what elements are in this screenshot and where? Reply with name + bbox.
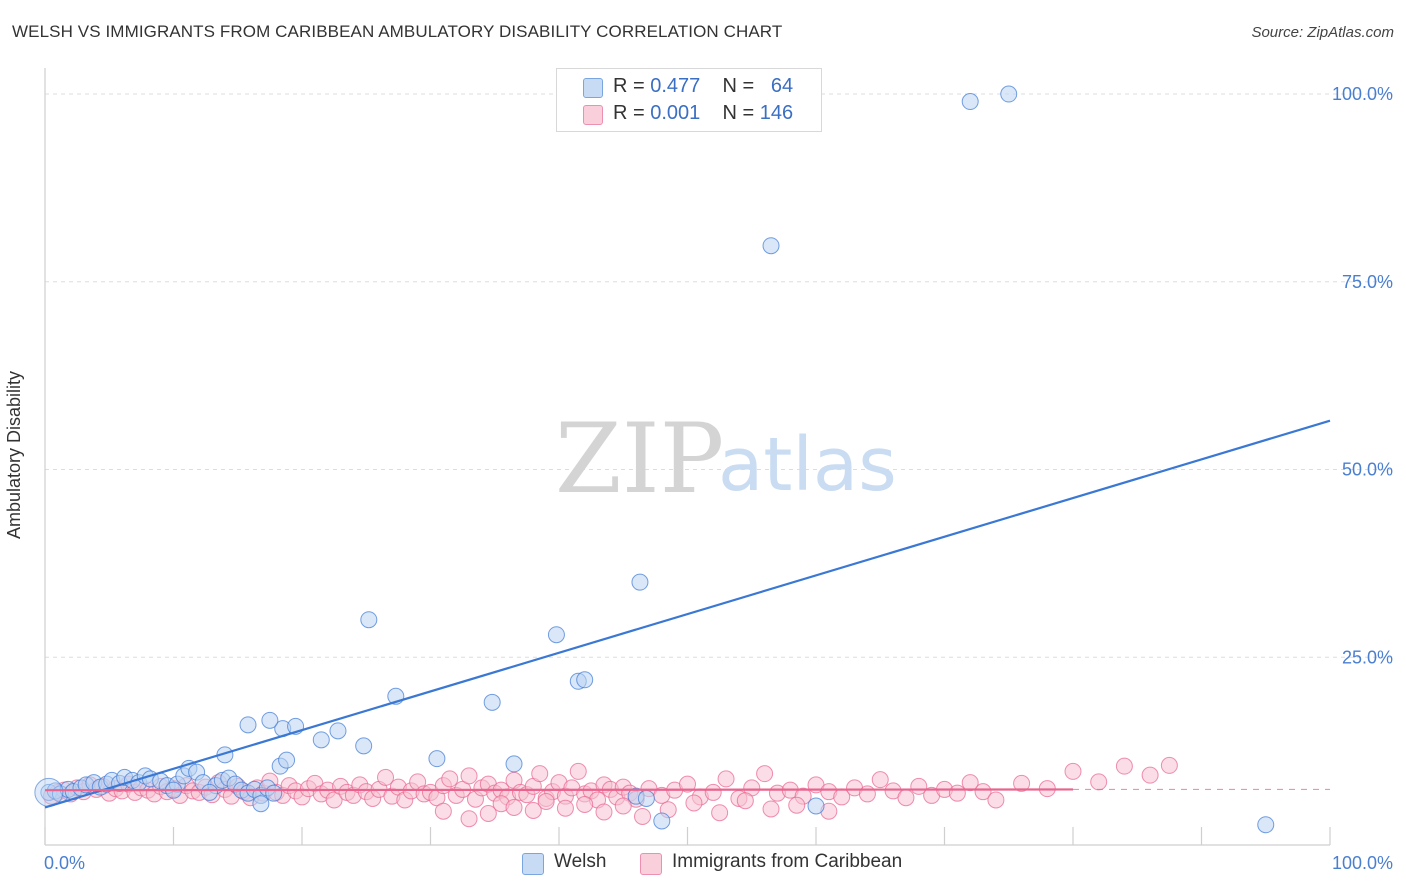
caribbean-point: [569, 762, 587, 780]
y-tick-label: 25.0%: [1342, 647, 1393, 667]
legend-text-caribbean: R = 0.001 N = 146: [613, 102, 793, 125]
caribbean-point: [1160, 756, 1178, 774]
legend-swatch-caribbean: [583, 105, 603, 125]
caribbean-point: [441, 770, 459, 788]
welsh-point: [1257, 816, 1275, 834]
bottom-legend-label-caribbean: Immigrants from Caribbean: [672, 851, 903, 872]
welsh-point: [653, 812, 671, 830]
caribbean-point: [679, 775, 696, 793]
caribbean-point: [974, 783, 992, 801]
caribbean-point: [1141, 766, 1159, 784]
caribbean-point: [524, 801, 542, 819]
chart-title: WELSH VS IMMIGRANTS FROM CARIBBEAN AMBUL…: [12, 22, 783, 41]
y-tick-label: 50.0%: [1342, 460, 1393, 480]
welsh-point: [807, 797, 825, 815]
welsh-point: [428, 750, 446, 768]
caribbean-trend-line: [44, 788, 1074, 792]
caribbean-point: [531, 765, 549, 783]
tick-labels: 25.0% 50.0% 75.0% 100.0% 0.0% 100.0%: [44, 84, 1393, 873]
x-tick-label: 0.0%: [44, 853, 85, 873]
welsh-point: [200, 783, 218, 801]
watermark-zip: ZIP: [555, 403, 724, 515]
welsh-point: [261, 711, 279, 729]
caribbean-point: [537, 792, 555, 810]
y-tick-label: 75.0%: [1342, 272, 1393, 292]
legend-n-label: N =: [722, 75, 760, 97]
caribbean-point: [434, 802, 452, 820]
y-tick-label: 100.0%: [1332, 84, 1393, 104]
watermark-atlas: atlas: [718, 422, 897, 508]
caribbean-point: [704, 783, 722, 801]
welsh-point: [329, 722, 347, 740]
trend-lines: [44, 419, 1331, 809]
welsh-point: [961, 93, 979, 111]
welsh-point: [762, 237, 780, 255]
axes: [44, 68, 1331, 846]
welsh-point: [252, 795, 270, 813]
gridlines: [45, 93, 1392, 658]
caribbean-point: [377, 768, 395, 786]
welsh-point: [637, 789, 655, 807]
caribbean-point: [685, 794, 703, 812]
caribbean-point: [858, 785, 876, 803]
welsh-point: [265, 784, 283, 802]
caribbean-point: [756, 765, 774, 783]
x-tick-label: 100.0%: [1332, 853, 1393, 873]
caribbean-point: [595, 803, 613, 821]
caribbean-point: [1115, 757, 1133, 775]
caribbean-point: [711, 804, 729, 822]
caribbean-point: [1064, 762, 1082, 780]
bottom-swatch-welsh: [522, 853, 544, 875]
legend-r-value-caribbean: 0.001: [650, 102, 701, 124]
legend-text-welsh: R = 0.477 N = 64: [613, 75, 793, 98]
legend-r-label: R =: [613, 75, 651, 97]
welsh-point: [631, 573, 649, 591]
caribbean-point: [1013, 774, 1031, 792]
legend-r-label: R =: [613, 102, 651, 124]
welsh-point: [576, 671, 594, 689]
caribbean-point: [736, 792, 754, 810]
caribbean-point: [762, 800, 780, 818]
welsh-point: [355, 737, 373, 755]
welsh-point: [1000, 85, 1018, 103]
welsh-point: [278, 751, 296, 769]
caribbean-point: [576, 795, 594, 813]
caribbean-point: [871, 771, 889, 789]
legend-n-value-welsh: 64: [770, 75, 794, 97]
welsh-point: [239, 716, 257, 734]
legend-swatch-welsh: [583, 78, 603, 98]
welsh-point: [483, 693, 501, 711]
legend-n-value-caribbean: 146: [759, 102, 794, 124]
stats-legend: R = 0.477 N = 64 R = 0.001 N = 146: [556, 68, 822, 132]
welsh-point: [505, 755, 523, 773]
legend-r-value-welsh: 0.477: [650, 75, 701, 97]
caribbean-point: [948, 784, 966, 802]
caribbean-point: [897, 789, 915, 807]
caribbean-point: [556, 799, 574, 817]
welsh-point: [360, 611, 378, 629]
welsh-trend-line: [44, 419, 1331, 809]
caribbean-point: [634, 807, 652, 825]
welsh-point: [312, 731, 330, 749]
caribbean-point: [460, 767, 478, 785]
legend-n-label: N =: [722, 102, 760, 124]
bottom-swatch-caribbean: [640, 853, 662, 875]
bottom-legend-label-welsh: Welsh: [554, 851, 607, 872]
y-axis-label: Ambulatory Disability: [4, 370, 24, 540]
caribbean-point: [987, 791, 1005, 809]
caribbean-point: [788, 796, 806, 814]
caribbean-point: [1090, 773, 1108, 791]
caribbean-point: [479, 804, 497, 822]
welsh-point: [547, 626, 565, 644]
caribbean-point: [614, 797, 632, 815]
caribbean-point: [717, 770, 735, 788]
source-label: Source: ZipAtlas.com: [1251, 24, 1394, 41]
caribbean-point: [505, 798, 523, 816]
caribbean-point: [460, 810, 478, 828]
caribbean-point: [961, 774, 979, 792]
